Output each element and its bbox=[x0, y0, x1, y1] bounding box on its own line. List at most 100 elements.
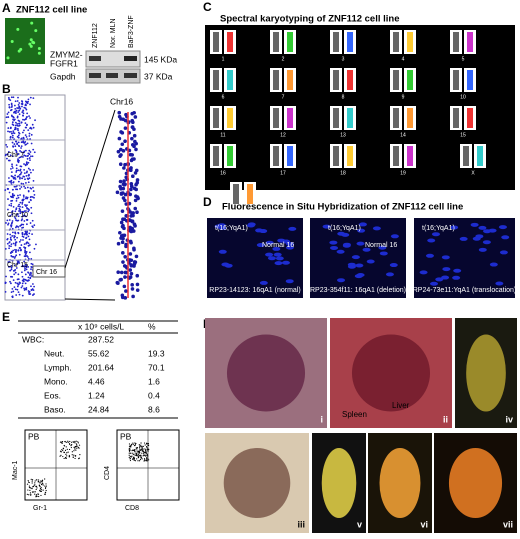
chromosome-number: 6 bbox=[222, 94, 225, 100]
point bbox=[21, 232, 24, 235]
point bbox=[129, 240, 133, 245]
point bbox=[7, 116, 10, 118]
point bbox=[7, 198, 9, 200]
point bbox=[120, 240, 125, 245]
chromosome-number: 13 bbox=[340, 132, 346, 138]
event bbox=[133, 458, 136, 460]
chromosome bbox=[259, 280, 268, 285]
point bbox=[123, 192, 128, 197]
point bbox=[29, 277, 32, 280]
point bbox=[24, 230, 27, 233]
point bbox=[14, 107, 17, 110]
flow-tag: PB bbox=[28, 431, 40, 441]
point bbox=[12, 177, 15, 180]
point bbox=[25, 175, 28, 177]
point bbox=[19, 212, 22, 215]
event bbox=[37, 481, 39, 483]
event bbox=[77, 441, 79, 443]
point bbox=[33, 293, 35, 295]
x-label: CD8 bbox=[125, 505, 139, 512]
point bbox=[10, 202, 13, 205]
point bbox=[16, 282, 19, 285]
table: WBC: 287.52 Neut. 55.62 19.3 Lymph. 201.64 70.1… bbox=[22, 334, 165, 414]
chromosome-bw bbox=[453, 70, 459, 90]
chromosome-color bbox=[467, 108, 473, 128]
point bbox=[28, 251, 31, 254]
point bbox=[33, 247, 36, 250]
point bbox=[16, 213, 19, 215]
table-cell: 19.3 bbox=[148, 348, 165, 358]
point bbox=[27, 256, 29, 258]
point bbox=[6, 113, 9, 115]
point bbox=[121, 217, 125, 222]
event bbox=[131, 458, 134, 460]
band bbox=[106, 73, 118, 78]
point bbox=[10, 224, 12, 227]
event bbox=[140, 442, 142, 444]
point bbox=[24, 204, 26, 206]
chromosome bbox=[389, 263, 398, 268]
point bbox=[9, 135, 12, 138]
event bbox=[144, 455, 147, 457]
point bbox=[25, 161, 28, 164]
point bbox=[129, 271, 134, 276]
event bbox=[65, 457, 68, 459]
point bbox=[16, 142, 19, 145]
chromosome-bw bbox=[393, 70, 399, 90]
point bbox=[30, 199, 32, 202]
point bbox=[119, 130, 123, 134]
point bbox=[27, 181, 30, 184]
point bbox=[25, 287, 28, 289]
point bbox=[9, 214, 12, 217]
point bbox=[20, 147, 22, 149]
point bbox=[29, 127, 31, 130]
point bbox=[117, 110, 122, 115]
event bbox=[62, 449, 64, 452]
point bbox=[22, 141, 25, 144]
event bbox=[62, 455, 64, 458]
cgh-points bbox=[4, 96, 65, 299]
point bbox=[21, 294, 24, 297]
event bbox=[139, 448, 141, 450]
point bbox=[116, 149, 121, 154]
point bbox=[8, 261, 11, 263]
event bbox=[141, 447, 143, 450]
chromosome bbox=[425, 253, 434, 258]
event bbox=[66, 455, 68, 457]
event bbox=[134, 452, 136, 454]
point bbox=[123, 126, 128, 130]
event bbox=[146, 460, 148, 462]
chromosome-number: 16 bbox=[220, 170, 226, 176]
event bbox=[129, 447, 131, 449]
point bbox=[129, 184, 134, 189]
point bbox=[9, 280, 11, 283]
point bbox=[9, 238, 12, 241]
event bbox=[137, 455, 139, 457]
point bbox=[8, 180, 11, 183]
chromosome bbox=[478, 225, 487, 230]
event bbox=[40, 487, 42, 489]
point bbox=[29, 159, 31, 162]
fish-image bbox=[207, 218, 303, 298]
point bbox=[10, 291, 13, 294]
point bbox=[12, 279, 15, 282]
event bbox=[136, 455, 138, 457]
point bbox=[20, 165, 23, 168]
point bbox=[130, 219, 135, 223]
point bbox=[122, 233, 127, 238]
point bbox=[32, 190, 35, 192]
chromosome-color bbox=[227, 32, 233, 52]
event bbox=[138, 451, 140, 453]
point bbox=[17, 158, 19, 161]
point bbox=[24, 255, 27, 258]
point bbox=[15, 151, 18, 153]
photo-label: iii bbox=[297, 519, 305, 529]
point bbox=[24, 273, 27, 276]
point bbox=[13, 286, 16, 288]
event bbox=[134, 460, 137, 462]
table-cell: Lymph. bbox=[44, 362, 72, 372]
point bbox=[29, 96, 32, 99]
event bbox=[71, 454, 73, 456]
chromosome bbox=[288, 226, 297, 231]
event bbox=[78, 444, 81, 446]
